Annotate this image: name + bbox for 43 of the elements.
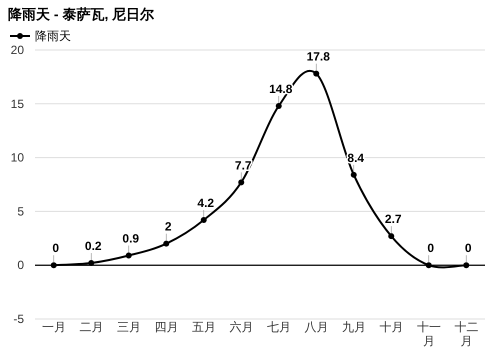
legend: 降雨天 [10,29,71,43]
point [426,262,432,268]
data-label: 0 [52,241,60,256]
x-tick-label: 十二月 [454,320,478,348]
x-tick-label: 七月 [266,320,291,334]
data-label: 2 [164,220,172,234]
data-label: 4.2 [197,196,214,210]
data-label: 2.7 [384,212,402,226]
data-label: 0.2 [84,239,102,254]
x-tick-label: 十一月 [416,320,441,348]
y-tick-label: -5 [13,312,24,326]
x-tick-label: 一月 [42,320,66,334]
y-tick-label: 15 [10,96,24,111]
data-label: 0 [464,241,472,256]
point [200,217,207,224]
legend-label: 降雨天 [35,29,71,43]
point [350,172,357,178]
x-tick-label: 十月 [379,320,404,334]
x-tick-label: 三月 [116,320,141,334]
y-tick-label: 10 [10,150,24,165]
x-tick-label: 八月 [304,320,328,334]
point [163,240,170,247]
data-label: 17.8 [306,50,330,64]
x-tick-label: 六月 [229,320,254,334]
x-tick-label: 五月 [192,320,216,334]
point [50,262,57,268]
x-tick-label: 二月 [79,320,104,334]
point [126,252,132,259]
point [88,260,94,266]
point [388,233,394,240]
x-tick-label: 九月 [342,320,366,334]
point [276,102,282,109]
y-tick-label: 20 [10,43,24,57]
data-label: 8.4 [347,150,364,165]
x-tick-label: 四月 [154,320,178,334]
data-label: 0 [427,241,434,256]
point [238,179,244,186]
y-tick-label: 5 [17,204,24,218]
point [313,70,320,77]
point [463,262,470,268]
data-label: 0.9 [122,232,140,246]
chart-title: 降雨天 - 泰萨瓦, 尼日尔 [8,6,156,22]
y-tick-label: 0 [17,258,24,272]
